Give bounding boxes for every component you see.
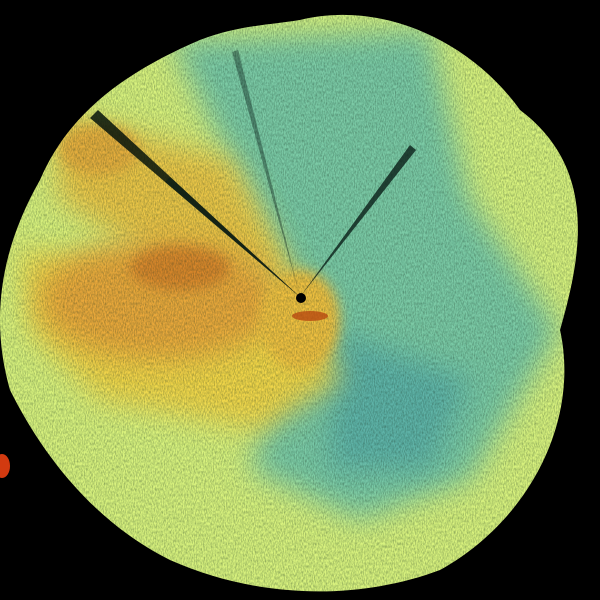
beam-block <box>165 177 300 297</box>
edge-echo <box>0 454 10 478</box>
beam-block <box>300 145 416 297</box>
beam-block <box>232 50 300 297</box>
radar-site <box>296 293 306 303</box>
near-echo <box>292 311 328 321</box>
